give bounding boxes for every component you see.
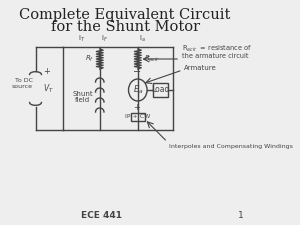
Text: +: + <box>134 103 140 112</box>
Text: Armature: Armature <box>184 65 217 71</box>
Text: +: + <box>43 67 50 76</box>
Text: V$_T$: V$_T$ <box>43 82 54 95</box>
Text: E$_a$: E$_a$ <box>133 84 143 96</box>
Text: To DC
source: To DC source <box>12 78 33 89</box>
Text: I$_a$: I$_a$ <box>140 34 146 44</box>
Bar <box>153 83 168 97</box>
Text: the armature circuit: the armature circuit <box>182 53 248 59</box>
Text: ECE 441: ECE 441 <box>81 211 122 220</box>
Text: I$_T$: I$_T$ <box>78 34 85 44</box>
Text: I$_F$: I$_F$ <box>101 34 108 44</box>
Text: Complete Equivalent Circuit: Complete Equivalent Circuit <box>20 8 231 22</box>
Text: 1: 1 <box>238 211 244 220</box>
Text: R$_{acir}$: R$_{acir}$ <box>144 54 160 64</box>
Text: Shunt
field: Shunt field <box>73 90 93 104</box>
Text: R$_f$: R$_f$ <box>85 54 95 64</box>
Text: IP + CW: IP + CW <box>125 115 150 119</box>
Text: Load: Load <box>152 86 170 94</box>
Text: −: − <box>133 68 141 77</box>
Bar <box>131 113 145 121</box>
Text: for the Shunt Motor: for the Shunt Motor <box>51 20 200 34</box>
Text: R$_{acir}$  = resistance of: R$_{acir}$ = resistance of <box>182 44 252 54</box>
Text: Interpoles and Compensating Windings: Interpoles and Compensating Windings <box>169 144 293 149</box>
